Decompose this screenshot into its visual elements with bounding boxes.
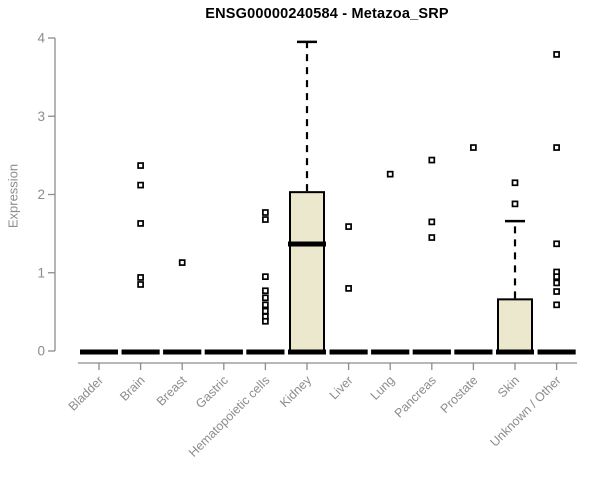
outlier-point [345, 223, 352, 230]
outlier-point [428, 234, 436, 241]
outlier-point [178, 259, 186, 266]
outlier-point [137, 220, 144, 227]
y-tick-label: 3 [37, 109, 45, 124]
x-tick-label: Breast [154, 373, 190, 409]
outlier-point [553, 240, 560, 248]
outlier-point [262, 287, 269, 295]
outlier-point [553, 144, 560, 151]
x-tick-label: Brain [117, 373, 148, 404]
median-line [496, 349, 534, 355]
outlier-point [345, 285, 352, 292]
outlier-point [553, 51, 560, 58]
outlier-point [262, 273, 269, 281]
y-tick-label: 0 [37, 344, 45, 359]
x-tick-label: Kidney [277, 373, 314, 410]
outlier-point [428, 218, 436, 226]
chart-title: ENSG00000240584 - Metazoa_SRP [205, 6, 449, 22]
outlier-point [470, 144, 477, 151]
x-tick-label: Prostate [438, 373, 481, 416]
outlier-point [553, 273, 560, 281]
x-tick-label: Hematopoietic cells [186, 373, 273, 460]
iqr-box [497, 298, 533, 353]
median-line [163, 349, 202, 355]
outlier-point [553, 301, 560, 309]
x-tick-label: Unknown / Other [487, 373, 563, 449]
x-tick-label: Bladder [66, 373, 106, 413]
outlier-point [262, 301, 269, 309]
outlier-point [511, 200, 519, 208]
x-tick-label: Skin [495, 373, 522, 400]
outlier-point [511, 179, 519, 187]
median-line [371, 349, 410, 355]
outlier-point [428, 156, 436, 164]
outlier-point [553, 288, 560, 295]
x-tick-label: Lung [368, 373, 398, 403]
median-line [204, 349, 243, 355]
x-tick-label: Liver [327, 373, 356, 402]
outlier-point [137, 281, 144, 288]
min-bar [288, 349, 326, 355]
median-line [412, 349, 451, 355]
median-line [121, 349, 160, 355]
outlier-point [262, 209, 269, 216]
y-tick-label: 2 [37, 187, 45, 202]
median-line [80, 349, 118, 355]
y-tick-label: 4 [37, 31, 45, 46]
outlier-point [262, 216, 269, 223]
outlier-point [137, 162, 144, 169]
median-line [329, 349, 368, 355]
outlier-point [137, 181, 144, 189]
outlier-point [262, 294, 269, 302]
iqr-box [289, 191, 325, 352]
outlier-point [262, 317, 269, 325]
median-line [454, 349, 493, 355]
median-line [537, 349, 576, 355]
outlier-point [262, 307, 269, 315]
median-line [288, 241, 326, 247]
outlier-point [137, 274, 144, 281]
median-line [246, 349, 285, 355]
y-tick-label: 1 [37, 265, 45, 280]
x-tick-label: Pancreas [392, 373, 439, 420]
x-tick-label: Gastric [193, 373, 231, 411]
outlier-point [553, 279, 560, 287]
outlier-point [386, 170, 394, 178]
